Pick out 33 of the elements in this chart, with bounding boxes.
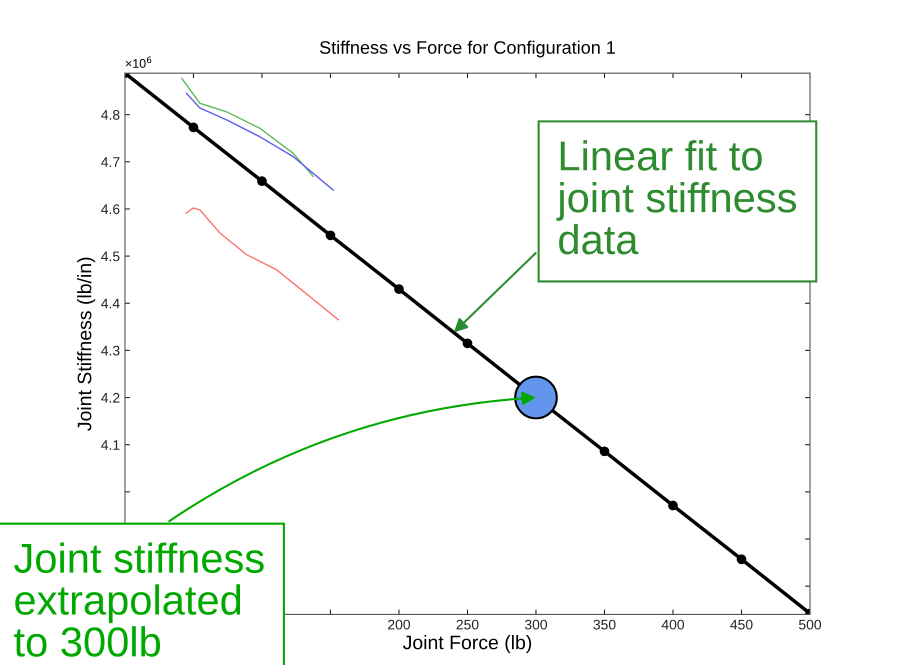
point <box>257 176 267 186</box>
point <box>394 284 404 294</box>
y-tick-label: 4.3 <box>101 346 120 356</box>
annotation: Joint stiffness extrapolated to 300lb <box>14 542 264 657</box>
x-tick-label: 500 <box>798 620 822 630</box>
x-tick-label: 400 <box>662 620 684 630</box>
y-tick-label: 4.6 <box>101 204 120 214</box>
x-axis-title: Joint Force (lb) <box>402 635 532 654</box>
point <box>326 230 336 240</box>
y-tick-label: 4.7 <box>101 157 120 167</box>
chart-title: Stiffness vs Force for Configuration 1 <box>320 40 615 58</box>
x-tick-label: 450 <box>730 620 753 630</box>
point <box>462 338 472 348</box>
y-tick-label: 4.5 <box>101 252 120 262</box>
annotation: Linear fit to joint stiffness data <box>556 140 796 254</box>
point <box>736 554 746 564</box>
y-axis-title: Joint Stiffness (lb/in) <box>77 258 96 431</box>
line-series <box>186 92 334 191</box>
x-tick-label: 250 <box>456 620 479 630</box>
y-tick-label: 4.4 <box>101 298 120 308</box>
y-tick-label: 4.8 <box>101 110 120 120</box>
point <box>668 500 678 510</box>
y-tick-label: 4.2 <box>101 392 120 403</box>
line-series <box>185 207 339 320</box>
x-tick-label: 350 <box>593 620 616 630</box>
point <box>514 376 558 420</box>
x-tick-label: 200 <box>388 620 410 630</box>
y-tick-label: 4.1 <box>101 440 120 450</box>
point <box>188 122 198 132</box>
x-tick-label: 300 <box>524 620 548 630</box>
text: ×10$^{6}$ <box>126 56 152 68</box>
line-series <box>180 78 314 178</box>
point <box>600 446 610 456</box>
